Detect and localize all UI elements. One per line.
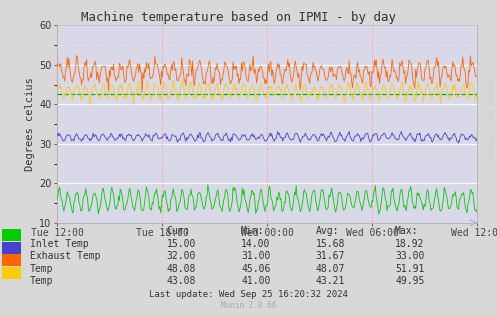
Text: Inlet Temp: Inlet Temp (30, 239, 88, 249)
Text: 32.00: 32.00 (166, 251, 196, 261)
Text: 51.91: 51.91 (395, 264, 424, 274)
Text: 41.00: 41.00 (241, 276, 270, 287)
Text: 48.07: 48.07 (316, 264, 345, 274)
Y-axis label: Degrees celcius: Degrees celcius (25, 77, 35, 171)
Text: Avg:: Avg: (316, 226, 339, 236)
Text: 43.08: 43.08 (166, 276, 196, 287)
Text: 33.00: 33.00 (395, 251, 424, 261)
Text: Munin 2.0.66: Munin 2.0.66 (221, 301, 276, 310)
Text: 45.06: 45.06 (241, 264, 270, 274)
Text: 43.21: 43.21 (316, 276, 345, 287)
Text: 15.00: 15.00 (166, 239, 196, 249)
Text: 14.00: 14.00 (241, 239, 270, 249)
Text: RADTOOL / TOBI OETIKER: RADTOOL / TOBI OETIKER (490, 79, 495, 161)
Text: Temp: Temp (30, 276, 53, 287)
Text: Temp: Temp (30, 264, 53, 274)
Text: Max:: Max: (395, 226, 418, 236)
Text: 31.67: 31.67 (316, 251, 345, 261)
Text: 15.68: 15.68 (316, 239, 345, 249)
Text: Cur:: Cur: (166, 226, 190, 236)
Text: Min:: Min: (241, 226, 264, 236)
Text: 31.00: 31.00 (241, 251, 270, 261)
Text: Last update: Wed Sep 25 16:20:32 2024: Last update: Wed Sep 25 16:20:32 2024 (149, 290, 348, 299)
Text: 18.92: 18.92 (395, 239, 424, 249)
Text: 49.95: 49.95 (395, 276, 424, 287)
Text: 48.08: 48.08 (166, 264, 196, 274)
Text: Exhaust Temp: Exhaust Temp (30, 251, 100, 261)
Text: Machine temperature based on IPMI - by day: Machine temperature based on IPMI - by d… (81, 11, 396, 24)
